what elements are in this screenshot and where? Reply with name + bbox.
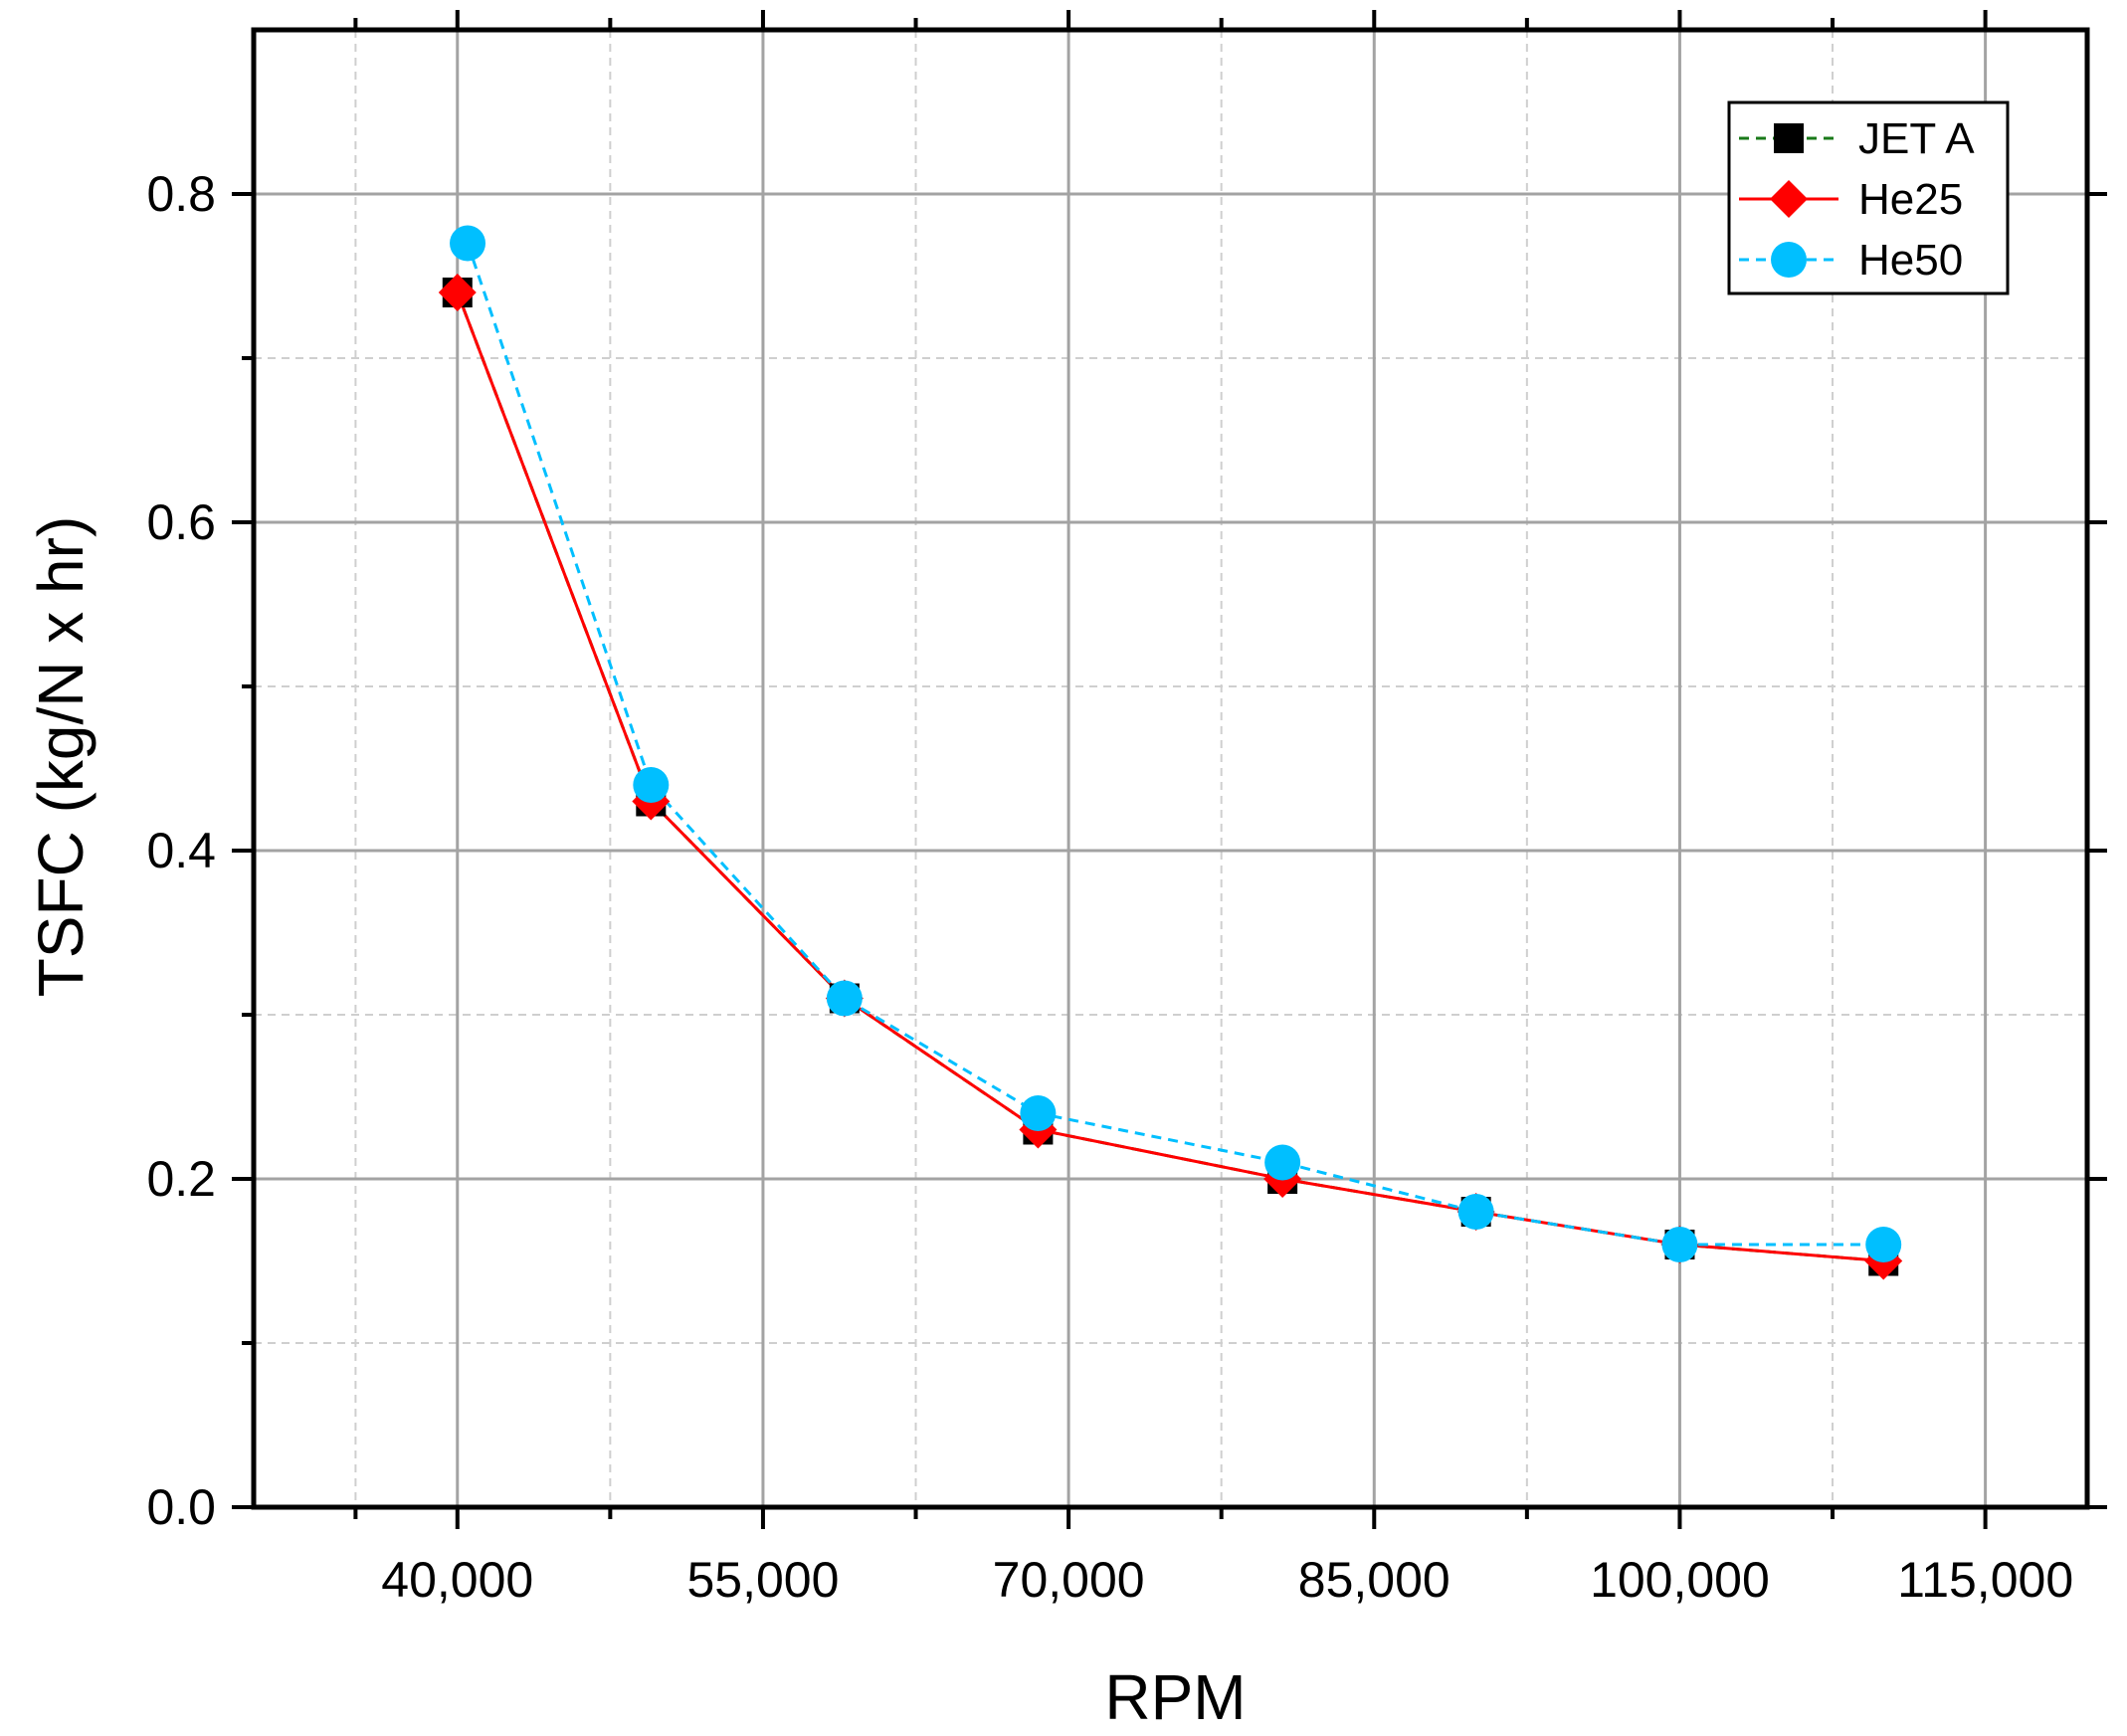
x-axis-title: RPM: [1104, 1661, 1246, 1733]
data-point-he50: [1661, 1227, 1698, 1262]
data-point-he50: [450, 225, 486, 262]
plot-frame: [251, 27, 2090, 1510]
data-point-he25: [438, 274, 477, 311]
legend-marker: [1770, 180, 1808, 218]
tick-labels: 40,000 55,000 70,000 85,000 100,000 115,000 0.…: [146, 166, 2073, 1608]
x-tick-label: 115,000: [1897, 1552, 2073, 1608]
legend-marker: [1771, 242, 1807, 278]
x-tick-label: 55,000: [686, 1552, 839, 1608]
legend: JET A He25 He50: [1727, 100, 2010, 295]
y-axis-title: TSFC (kg/N x hr): [25, 516, 97, 998]
y-tick-label: 0.0: [146, 1479, 216, 1535]
y-tick-label: 0.4: [146, 823, 216, 878]
legend-label: He25: [1858, 175, 1963, 224]
series-line-he50: [466, 243, 1884, 1247]
series-markers: [438, 225, 1903, 1280]
data-point-he50: [1264, 1144, 1301, 1181]
x-tick-label: 100,000: [1590, 1552, 1770, 1608]
data-point-he50: [1865, 1227, 1902, 1262]
y-tick-label: 0.6: [146, 494, 216, 550]
minor-gridlines: [254, 30, 2087, 1507]
series-lines: [456, 243, 1884, 1262]
series-line-he25: [456, 291, 1884, 1262]
legend-label: JET A: [1858, 114, 1975, 163]
x-tick-label: 70,000: [993, 1552, 1145, 1608]
axis-ticks: [232, 10, 2107, 1529]
data-point-he50: [1020, 1095, 1057, 1131]
data-point-he50: [1457, 1194, 1494, 1230]
legend-marker: [1774, 123, 1804, 153]
y-tick-label: 0.8: [146, 166, 216, 222]
series-line-jet-a: [456, 291, 1884, 1262]
x-tick-label: 40,000: [381, 1552, 533, 1608]
legend-label: He50: [1858, 236, 1963, 285]
data-point-he50: [633, 767, 670, 803]
x-tick-label: 85,000: [1298, 1552, 1450, 1608]
y-tick-label: 0.2: [146, 1151, 216, 1207]
data-point-he50: [826, 980, 863, 1017]
